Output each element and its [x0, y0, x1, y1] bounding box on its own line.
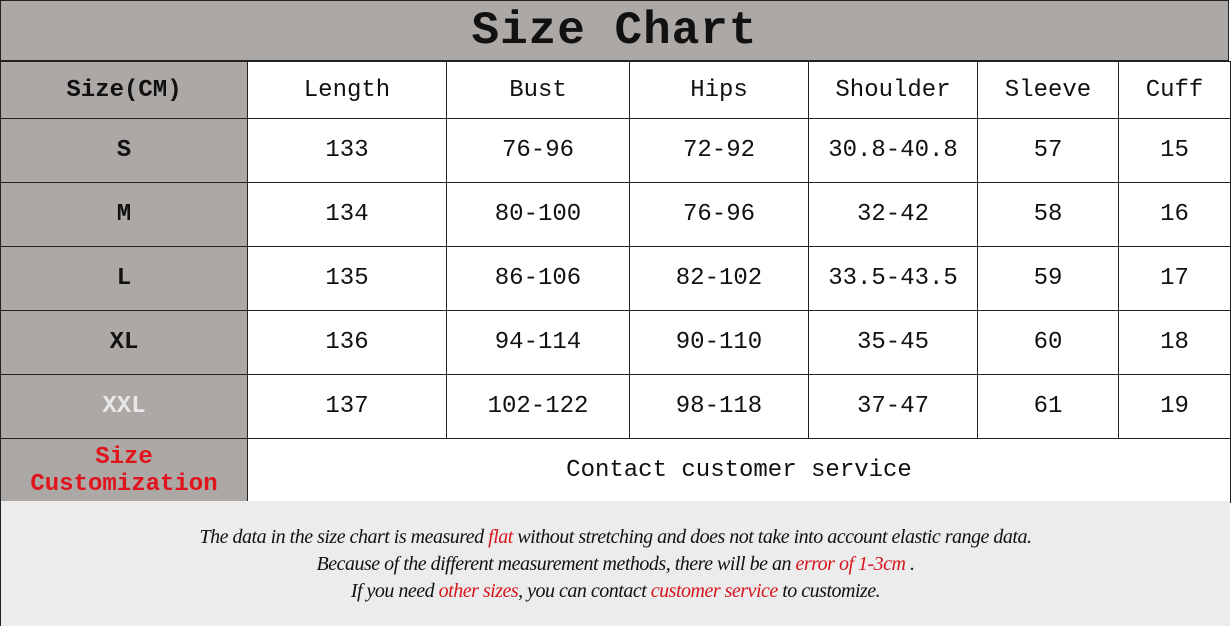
note-highlight: error of 1-3cm [795, 553, 906, 575]
table-cell: 18 [1118, 310, 1231, 375]
table-cell: 76-96 [446, 118, 630, 183]
size-label: XXL [0, 374, 248, 439]
table-cell: 59 [977, 246, 1119, 311]
table-cell: 80-100 [446, 182, 630, 247]
note-text: without stretching and does not take int… [512, 526, 1032, 548]
table-cell: 135 [247, 246, 447, 311]
table-cell: 137 [247, 374, 447, 439]
table-cell: 76-96 [629, 182, 809, 247]
header-sleeve: Sleeve [977, 61, 1119, 119]
customization-value: Contact customer service [247, 438, 1231, 503]
table-cell: 57 [977, 118, 1119, 183]
table-cell: 86-106 [446, 246, 630, 311]
table-cell: 133 [247, 118, 447, 183]
size-table: Size(CM) Length Bust Hips Shoulder Sleev… [0, 61, 1231, 503]
size-label: L [0, 246, 248, 311]
header-length: Length [247, 61, 447, 119]
table-cell: 90-110 [629, 310, 809, 375]
table-cell: 72-92 [629, 118, 809, 183]
customization-label: Size Customization [0, 438, 248, 503]
table-cell: 33.5-43.5 [808, 246, 978, 311]
table-cell: 102-122 [446, 374, 630, 439]
table-cell: 19 [1118, 374, 1231, 439]
note-highlight: other sizes [438, 580, 519, 602]
note-text: . [905, 553, 915, 575]
note-line-3: If you need other sizes, you can contact… [1, 578, 1230, 605]
table-cell: 98-118 [629, 374, 809, 439]
table-cell: 15 [1118, 118, 1231, 183]
table-cell: 37-47 [808, 374, 978, 439]
table-cell: 16 [1118, 182, 1231, 247]
table-row: L 135 86-106 82-102 33.5-43.5 59 17 [0, 246, 1231, 311]
note-line-1: The data in the size chart is measured f… [1, 524, 1230, 551]
note-text: If you need [350, 580, 439, 602]
size-label: S [0, 118, 248, 183]
note-highlight: flat [488, 526, 513, 548]
header-shoulder: Shoulder [808, 61, 978, 119]
chart-title: Size Chart [0, 0, 1229, 61]
header-bust: Bust [446, 61, 630, 119]
notes: The data in the size chart is measured f… [0, 501, 1230, 626]
size-label: M [0, 182, 248, 247]
header-hips: Hips [629, 61, 809, 119]
note-text: The data in the size chart is measured [199, 526, 489, 548]
note-text: , you can contact [518, 580, 651, 602]
table-cell: 94-114 [446, 310, 630, 375]
note-text: Because of the different measurement met… [316, 553, 796, 575]
table-cell: 17 [1118, 246, 1231, 311]
note-text: to customize. [777, 580, 881, 602]
table-cell: 60 [977, 310, 1119, 375]
table-cell: 61 [977, 374, 1119, 439]
table-row: XL 136 94-114 90-110 35-45 60 18 [0, 310, 1231, 375]
table-cell: 35-45 [808, 310, 978, 375]
table-cell: 136 [247, 310, 447, 375]
note-line-2: Because of the different measurement met… [1, 551, 1230, 578]
table-row: S 133 76-96 72-92 30.8-40.8 57 15 [0, 118, 1231, 183]
table-row: XXL 137 102-122 98-118 37-47 61 19 [0, 374, 1231, 439]
table-cell: 32-42 [808, 182, 978, 247]
size-label: XL [0, 310, 248, 375]
note-highlight: customer service [650, 580, 778, 602]
customization-row: Size Customization Contact customer serv… [0, 438, 1231, 503]
header-size: Size(CM) [0, 61, 248, 119]
table-cell: 82-102 [629, 246, 809, 311]
table-row: M 134 80-100 76-96 32-42 58 16 [0, 182, 1231, 247]
header-cuff: Cuff [1118, 61, 1231, 119]
header-row: Size(CM) Length Bust Hips Shoulder Sleev… [0, 61, 1231, 119]
table-cell: 134 [247, 182, 447, 247]
table-cell: 30.8-40.8 [808, 118, 978, 183]
table-cell: 58 [977, 182, 1119, 247]
